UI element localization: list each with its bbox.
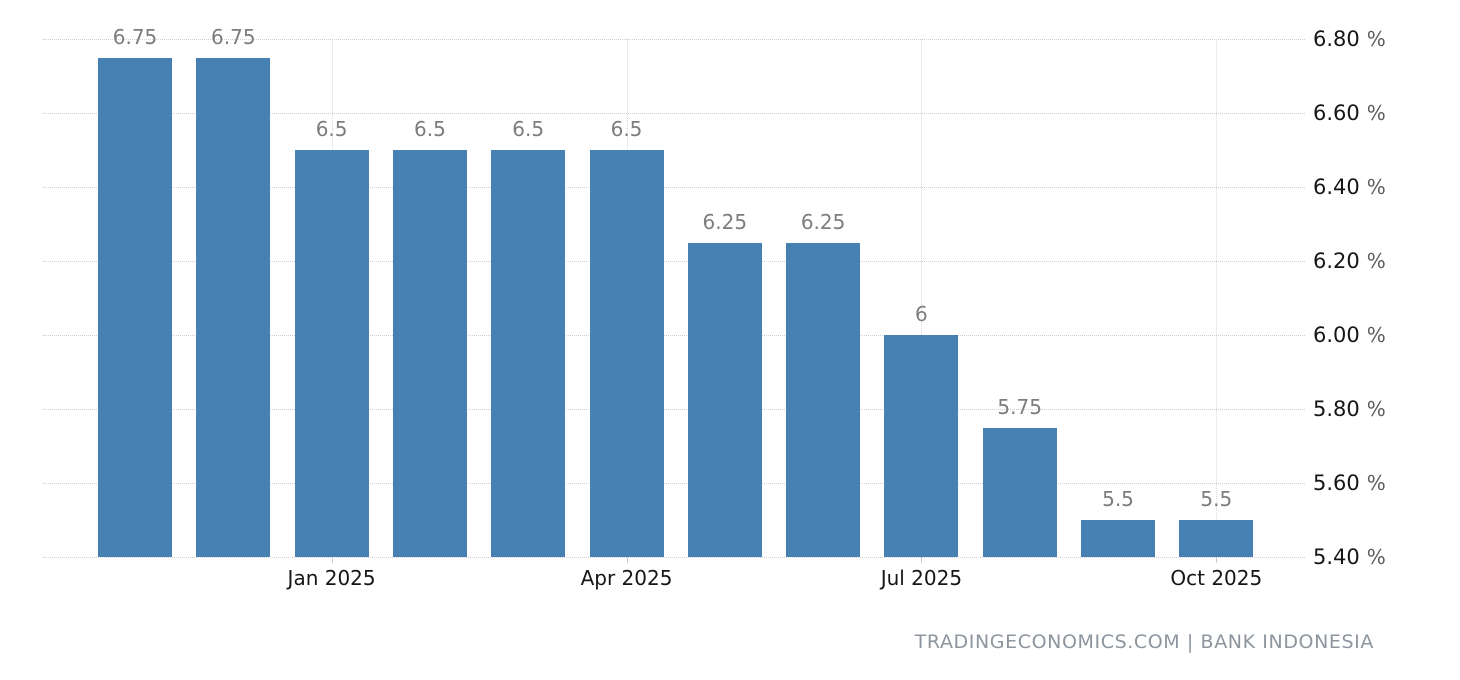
h-gridline [43,39,1305,40]
y-axis-value: 5.40 [1313,545,1360,569]
y-axis-value: 5.60 [1313,471,1360,495]
x-axis-tick [331,557,333,563]
bar[interactable] [1179,520,1254,557]
x-axis-label: Apr 2025 [580,566,673,590]
bar[interactable] [687,242,762,557]
bar[interactable] [196,57,271,557]
x-axis-tick [626,557,628,563]
bar[interactable] [982,427,1057,557]
y-axis-value: 6.80 [1313,27,1360,51]
bar-value-label: 5.75 [997,394,1042,419]
bar[interactable] [392,150,467,557]
bar[interactable] [884,335,959,557]
y-axis-label: 5.40% [1313,544,1386,570]
bar-value-label: 6.5 [610,117,643,141]
y-axis-label: 5.80% [1313,396,1386,422]
h-gridline [43,557,1305,558]
x-axis-label: Oct 2025 [1170,566,1263,590]
y-axis-label: 6.60% [1313,100,1386,126]
bar-value-label: 6.5 [413,117,446,141]
bar-value-label: 5.5 [1102,487,1134,511]
bar-value-label: 6.25 [800,209,846,234]
y-axis-label: 6.20% [1313,248,1386,274]
percent-sign: % [1366,249,1386,273]
percent-sign: % [1366,27,1386,51]
plot-area: 6.75 6.75 6.5 6.5 6.5 6.5 6.25 6.25 6 5.75 5.5 5.5 [43,25,1305,563]
bar-value-label: 6.25 [702,209,748,234]
y-axis-label: 6.80% [1313,26,1386,52]
y-axis-label: 6.40% [1313,174,1386,200]
percent-sign: % [1366,101,1386,125]
h-gridline [43,261,1305,262]
y-axis-label: 5.60% [1313,470,1386,496]
h-gridline [43,113,1305,114]
h-gridline [43,483,1305,484]
x-axis-label: Jul 2025 [880,566,963,590]
y-axis-label: 6.00% [1313,322,1386,348]
bar[interactable] [98,57,172,557]
bar-value-label: 5.5 [1200,487,1233,511]
y-axis-value: 6.40 [1313,175,1360,199]
y-axis-value: 5.80 [1313,397,1360,421]
v-gridline [1216,39,1218,557]
bar-value-label: 6.5 [512,117,545,141]
y-axis-value: 6.20 [1313,249,1360,273]
bar[interactable] [589,150,664,557]
h-gridline [43,335,1305,336]
bar[interactable] [786,242,861,557]
y-axis-value: 6.60 [1313,101,1360,125]
attribution-text: TRADINGECONOMICS.COM | BANK INDONESIA [914,631,1374,653]
bar[interactable] [491,150,566,557]
h-gridline [43,409,1305,410]
percent-sign: % [1366,175,1386,199]
bar[interactable] [1081,520,1155,557]
v-gridline [921,39,923,557]
h-gridline [43,187,1305,188]
x-axis-tick [921,557,923,563]
percent-sign: % [1366,471,1386,495]
bar-value-label: 6 [915,302,928,326]
bar-value-label: 6.75 [211,24,256,49]
bar-value-label: 6.75 [112,24,158,49]
percent-sign: % [1366,323,1386,347]
x-axis-tick [1216,557,1218,563]
bar-value-label: 6.5 [315,117,348,141]
x-axis-label: Jan 2025 [287,566,376,590]
y-axis-value: 6.00 [1313,323,1360,347]
percent-sign: % [1366,545,1386,569]
percent-sign: % [1366,397,1386,421]
bar[interactable] [294,150,369,557]
